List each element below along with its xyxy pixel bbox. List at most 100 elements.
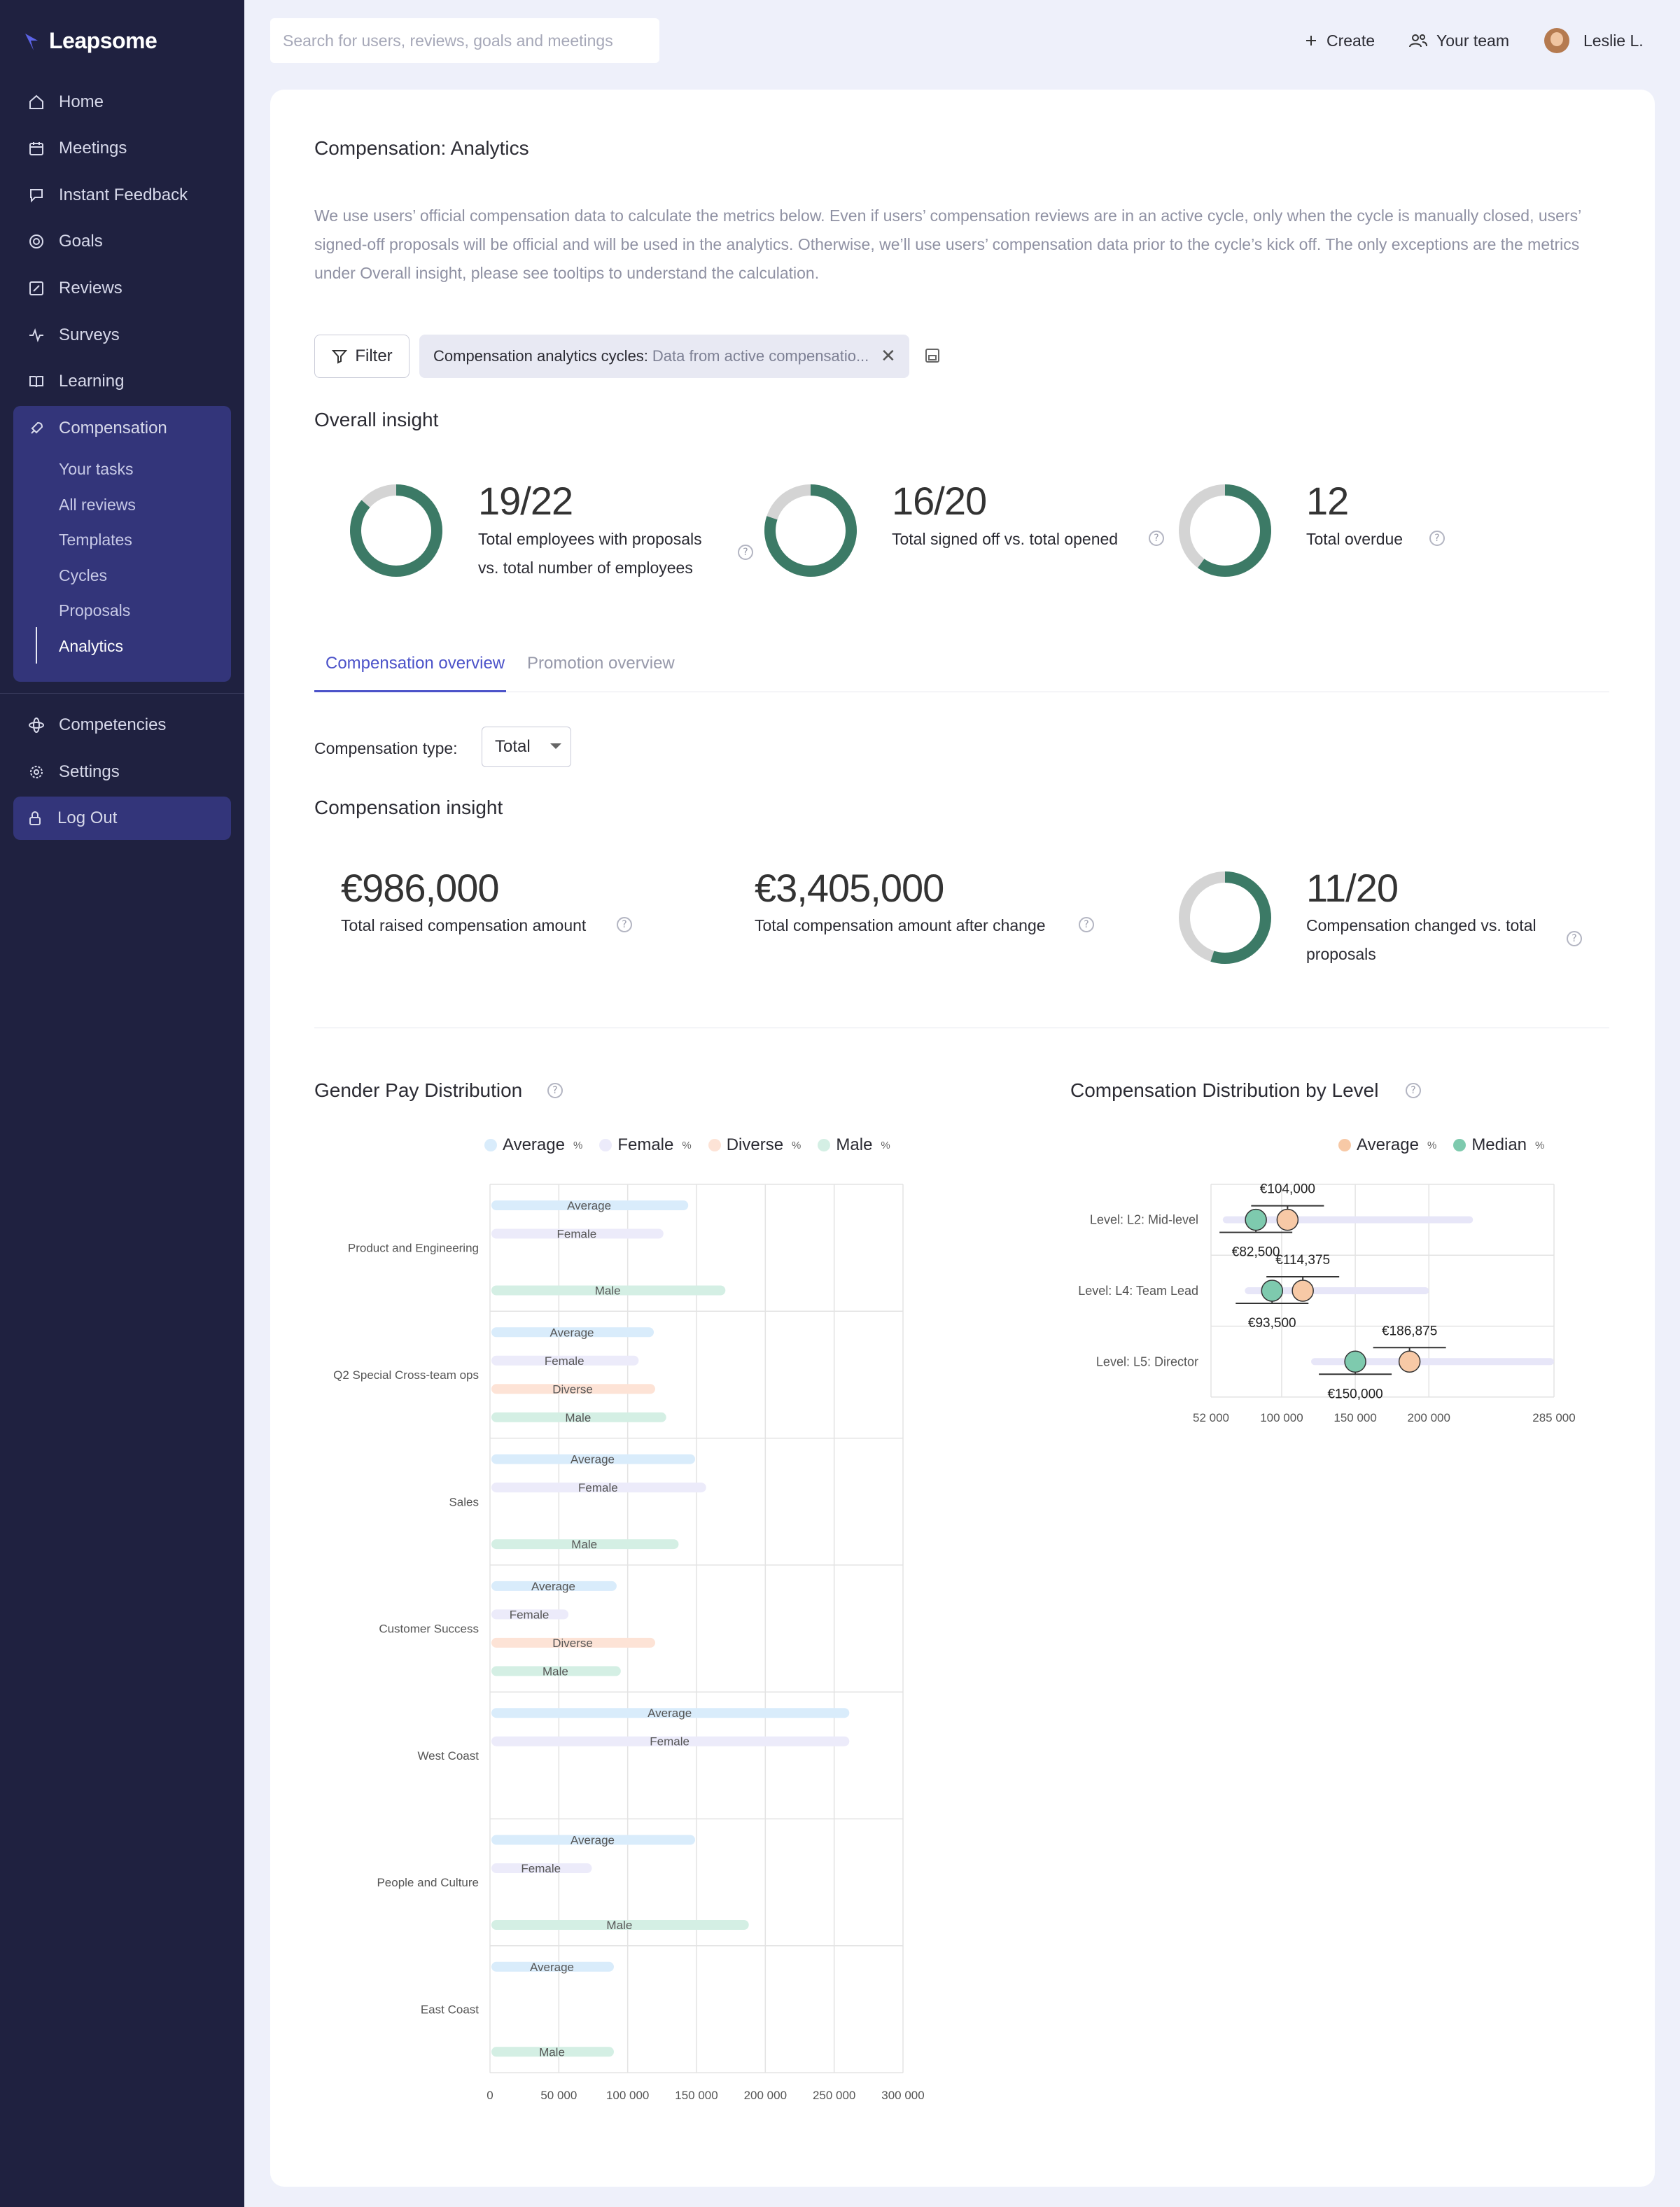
category-label: Level: L4: Team Lead [1078, 1284, 1198, 1298]
help-icon[interactable]: ? [1079, 917, 1094, 932]
help-icon[interactable]: ? [547, 1083, 563, 1098]
bar-label: Male [565, 1411, 591, 1424]
filter-button[interactable]: Filter [314, 335, 410, 378]
legend-item-average[interactable]: Average% [484, 1135, 582, 1155]
help-icon[interactable]: ? [738, 545, 753, 560]
metric-value: 12 [1306, 479, 1349, 523]
sidebar-item-surveys[interactable]: Surveys [28, 318, 120, 353]
x-tick-label: 250 000 [813, 2089, 855, 2102]
page-title: Compensation: Analytics [314, 137, 529, 159]
legend-label: Median [1471, 1135, 1527, 1154]
compensation-type-select[interactable]: Total [482, 727, 571, 767]
metric-label: Total overdue [1306, 530, 1404, 548]
help-icon[interactable]: ? [1149, 531, 1164, 546]
legend-item-average[interactable]: Average% [1338, 1135, 1436, 1155]
bar-label: Male [542, 1665, 568, 1678]
legend-label: Male [836, 1135, 873, 1154]
bar-label: Female [578, 1481, 618, 1494]
sub-item-templates[interactable]: Templates [59, 531, 132, 549]
sidebar-item-label: Home [59, 92, 104, 111]
your-team-button[interactable]: Your team [1408, 27, 1509, 55]
legend-dot [708, 1139, 721, 1151]
metric-label: Total employees with proposals vs. total… [478, 525, 702, 582]
category-label: Sales [449, 1495, 479, 1508]
lock-icon [29, 811, 41, 825]
average-point [1292, 1280, 1314, 1302]
sidebar-item-reviews[interactable]: Reviews [28, 271, 122, 306]
range-bar [1245, 1287, 1429, 1294]
metric-label-line: Total employees with proposals [478, 530, 702, 548]
average-point [1276, 1208, 1299, 1231]
create-button[interactable]: Create [1304, 27, 1375, 55]
bar-label: Average [570, 1834, 615, 1847]
legend-label: Female [617, 1135, 674, 1154]
average-point [1398, 1350, 1421, 1373]
edit-icon [29, 281, 43, 295]
sidebar-item-learning[interactable]: Learning [28, 364, 124, 399]
metric-value: 16/20 [892, 479, 987, 523]
save-icon[interactable] [924, 347, 941, 364]
avatar [1544, 28, 1569, 53]
bar-label: Average [570, 1453, 615, 1466]
median-point [1261, 1280, 1284, 1302]
legend-dot [1453, 1139, 1466, 1151]
sidebar-item-goals[interactable]: Goals [28, 224, 103, 259]
sub-item-all-reviews[interactable]: All reviews [59, 496, 136, 514]
bar [491, 1228, 664, 1239]
page-description: We use users’ official compensation data… [314, 206, 1581, 282]
logout-label: Log Out [57, 808, 118, 827]
sub-item-cycles[interactable]: Cycles [59, 566, 108, 584]
average-label: €186,875 [1382, 1324, 1437, 1338]
filter-chip[interactable]: Compensation analytics cycles: Data from… [419, 335, 909, 378]
metric-label-line: vs. total number of employees [478, 559, 693, 577]
logout-button[interactable] [13, 797, 231, 840]
sidebar-item-meetings[interactable]: Meetings [28, 131, 127, 166]
tab-promotion-overview[interactable]: Promotion overview [527, 654, 675, 673]
team-icon [1409, 34, 1427, 48]
help-icon[interactable]: ? [1429, 531, 1445, 546]
legend-item-male[interactable]: Male% [818, 1135, 890, 1155]
help-icon[interactable]: ? [1567, 931, 1582, 946]
sub-item-analytics[interactable]: Analytics [59, 637, 124, 655]
median-label: €150,000 [1327, 1387, 1382, 1401]
legend-item-female[interactable]: Female% [599, 1135, 692, 1155]
sidebar-item-competencies[interactable]: Competencies [28, 708, 166, 743]
tab-compensation-overview[interactable]: Compensation overview [326, 654, 505, 673]
legend-item-diverse[interactable]: Diverse% [708, 1135, 801, 1155]
legend-dot [484, 1139, 497, 1151]
close-icon[interactable]: ✕ [881, 345, 896, 366]
user-name: Leslie L. [1583, 31, 1644, 50]
bar-label: Average [531, 1580, 575, 1593]
overall-insight-title: Overall insight [314, 409, 439, 430]
metric-label-line: Compensation changed vs. total [1306, 916, 1536, 934]
help-icon[interactable]: ? [1406, 1083, 1421, 1098]
user-menu[interactable]: Leslie L. [1544, 27, 1644, 55]
help-icon[interactable]: ? [617, 917, 632, 932]
bar [491, 1708, 850, 1718]
legend-label: Average [503, 1135, 565, 1154]
donut-signed-off [764, 484, 857, 577]
bar-label: Average [550, 1326, 594, 1339]
sidebar-item-logout[interactable]: Log Out [27, 801, 117, 836]
legend-item-median[interactable]: Median% [1453, 1135, 1544, 1155]
category-label: Product and Engineering [348, 1242, 479, 1255]
logo[interactable]: Leapsome [24, 28, 158, 54]
search-input[interactable]: Search for users, reviews, goals and mee… [270, 18, 659, 63]
x-tick-label: 285 000 [1532, 1411, 1575, 1424]
raised-label: Total raised compensation amount [341, 916, 587, 934]
x-tick-label: 52 000 [1193, 1411, 1229, 1424]
category-label: Customer Success [379, 1623, 479, 1636]
sub-item-your-tasks[interactable]: Your tasks [59, 460, 134, 478]
your-team-label: Your team [1436, 31, 1509, 50]
tab-active-underline [314, 690, 506, 692]
sub-item-proposals[interactable]: Proposals [59, 601, 131, 619]
sidebar-item-home[interactable]: Home [28, 85, 104, 120]
sidebar-item-compensation[interactable]: Compensation [28, 411, 167, 446]
median-point [1245, 1208, 1267, 1231]
sidebar-item-settings[interactable]: Settings [28, 755, 120, 790]
sidebar-item-instant-feedback[interactable]: Instant Feedback [28, 178, 188, 213]
category-label: East Coast [421, 2003, 479, 2016]
average-label: €114,375 [1275, 1253, 1330, 1268]
x-tick-label: 50 000 [540, 2089, 577, 2102]
bar-label: Male [606, 1919, 632, 1932]
